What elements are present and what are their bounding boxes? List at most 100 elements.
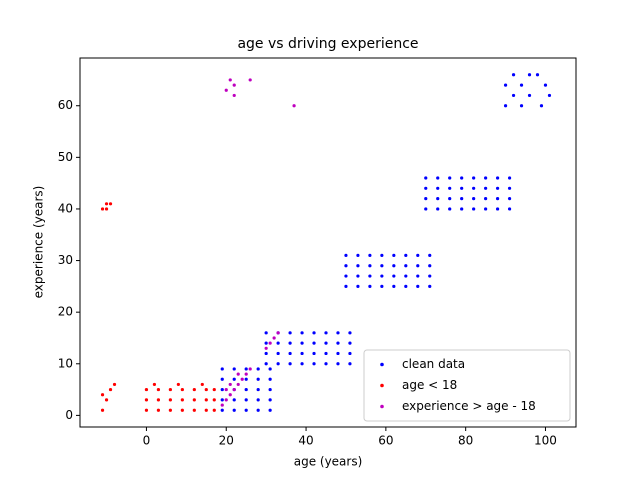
scatter-point — [232, 377, 236, 381]
scatter-point — [264, 351, 268, 356]
scatter-point — [292, 104, 296, 108]
scatter-point — [244, 408, 248, 412]
scatter-point — [200, 382, 204, 387]
scatter-point — [348, 351, 352, 356]
scatter-point — [428, 284, 432, 288]
scatter-point — [416, 253, 420, 258]
scatter-point — [472, 176, 476, 180]
scatter-point — [543, 83, 548, 87]
scatter-point — [204, 398, 208, 402]
x-tick-label: 80 — [458, 434, 473, 448]
scatter-point — [180, 398, 184, 402]
scatter-point — [436, 197, 440, 201]
scatter-point — [484, 186, 488, 190]
scatter-point — [288, 331, 292, 335]
scatter-point — [507, 207, 512, 211]
scatter-point — [495, 186, 500, 190]
scatter-point — [448, 176, 452, 180]
scatter-point — [276, 331, 280, 335]
scatter-point — [511, 73, 516, 77]
scatter-point — [519, 104, 524, 108]
scatter-point — [448, 197, 452, 201]
scatter-point — [404, 253, 408, 258]
y-tick-label: 60 — [58, 98, 73, 112]
y-tick-label: 0 — [65, 408, 73, 422]
scatter-point — [348, 341, 352, 345]
scatter-point — [312, 362, 316, 366]
scatter-point — [108, 387, 113, 392]
scatter-point — [368, 274, 372, 278]
scatter-point — [380, 264, 384, 268]
legend-marker — [380, 383, 384, 388]
scatter-point — [344, 274, 348, 278]
scatter-point — [344, 253, 348, 258]
scatter-point — [428, 264, 432, 268]
legend-marker — [380, 404, 384, 409]
scatter-point — [380, 274, 384, 278]
scatter-point — [276, 362, 280, 366]
scatter-point — [276, 341, 280, 345]
scatter-point — [288, 351, 292, 356]
scatter-point — [336, 351, 340, 356]
scatter-point — [495, 176, 500, 180]
scatter-point — [268, 408, 272, 412]
scatter-point — [224, 88, 228, 92]
scatter-point — [344, 264, 348, 268]
scatter-point — [484, 197, 488, 201]
scatter-point — [336, 331, 340, 335]
scatter-point — [256, 377, 260, 381]
scatter-point — [380, 284, 384, 288]
scatter-point — [392, 253, 396, 258]
scatter-point — [348, 331, 352, 335]
scatter-point — [324, 351, 328, 356]
scatter-point — [212, 387, 216, 392]
scatter-point — [416, 264, 420, 268]
legend-label: clean data — [402, 357, 465, 371]
scatter-point — [212, 408, 216, 412]
scatter-point — [356, 264, 360, 268]
scatter-point — [472, 197, 476, 201]
scatter-point — [244, 387, 248, 392]
scatter-point — [256, 398, 260, 402]
scatter-point — [336, 341, 340, 345]
y-tick-label: 40 — [58, 201, 73, 215]
scatter-point — [300, 331, 304, 335]
y-tick-label: 10 — [58, 356, 73, 370]
scatter-point — [264, 362, 268, 366]
scatter-point — [312, 351, 316, 356]
scatter-point — [232, 367, 236, 371]
x-tick-label: 60 — [378, 434, 393, 448]
scatter-point — [168, 387, 172, 392]
scatter-point — [248, 78, 252, 82]
scatter-point — [312, 341, 316, 345]
scatter-point — [180, 408, 184, 412]
scatter-point — [300, 362, 304, 366]
scatter-point — [288, 341, 292, 345]
scatter-point — [527, 73, 532, 77]
scatter-point — [156, 398, 161, 402]
scatter-point — [436, 186, 440, 190]
legend-label: experience > age - 18 — [402, 399, 536, 413]
scatter-point — [356, 284, 360, 288]
scatter-point — [264, 331, 268, 335]
scatter-point — [228, 393, 232, 397]
scatter-point — [356, 253, 360, 258]
scatter-point — [368, 284, 372, 288]
scatter-point — [472, 207, 476, 211]
scatter-point — [527, 93, 532, 98]
scatter-point — [176, 382, 180, 387]
scatter-point — [220, 403, 224, 407]
scatter-point — [204, 387, 208, 392]
y-tick-label: 50 — [58, 150, 73, 164]
scatter-point — [240, 377, 244, 381]
scatter-point — [264, 346, 268, 350]
scatter-point — [416, 274, 420, 278]
scatter-point — [519, 83, 524, 87]
scatter-point — [424, 176, 428, 180]
scatter-point — [392, 264, 396, 268]
scatter-point — [428, 274, 432, 278]
scatter-point — [100, 207, 105, 211]
x-tick-label: 20 — [219, 434, 234, 448]
scatter-point — [344, 284, 348, 288]
